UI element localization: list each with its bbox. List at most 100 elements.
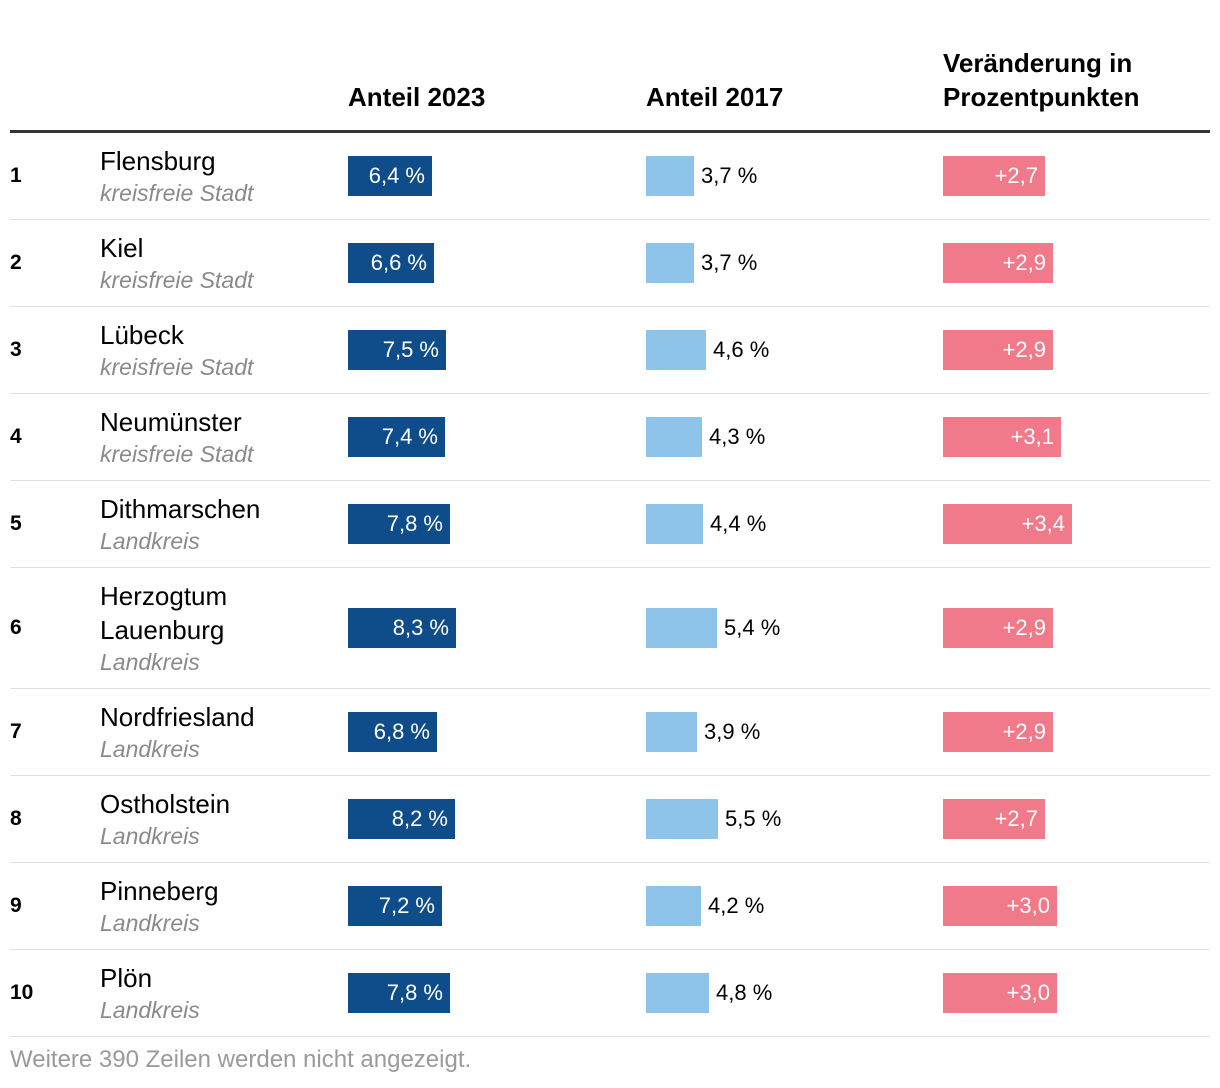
row-rank: 4 [10,425,22,448]
share-2023-bar: 6,4 % [348,156,432,196]
row-rank: 1 [10,164,22,187]
share-2023-label: 6,4 % [368,163,425,188]
header-change-line1: Veränderung in [943,48,1133,78]
district-name: Pinneberg [100,876,219,906]
footer-note: Weitere 390 Zeilen werden nicht angezeig… [10,1046,472,1073]
change-cell: +3,1 [943,417,1061,457]
share-2023-label: 8,3 % [392,615,449,640]
row-rank: 2 [10,251,22,274]
share-2017-bar [646,886,701,926]
row-name-block: Herzogtum Lauenburg Landkreis [100,579,340,677]
share-2017-label: 4,6 % [713,337,770,362]
change-cell: +2,9 [943,712,1053,752]
district-type: kreisfreie Stadt [100,267,254,293]
table-body: 1 Flensburg kreisfreie Stadt 6,4 % 3,7 % +2,7… [10,133,1210,1037]
district-type: Landkreis [100,823,200,849]
change-cell: +3,4 [943,504,1072,544]
change-cell: +2,9 [943,608,1053,648]
table-row: 4 Neumünster kreisfreie Stadt 7,4 % 4,3 % +3,… [10,394,1210,481]
share-2017-bar [646,504,703,544]
share-2023-bar: 7,8 % [348,504,450,544]
district-name: Ostholstein [100,789,231,819]
share-2023-label: 6,8 % [373,719,430,744]
share-2017-bar [646,417,702,457]
row-name-block: Plön Landkreis [100,961,340,1025]
district-name: Neumünster [100,407,242,437]
district-name: Flensburg [100,146,216,176]
district-name: Plön [100,963,153,993]
district-type: Landkreis [100,736,200,762]
share-2023-bar: 7,2 % [348,886,442,926]
district-name: Nordfriesland [100,702,255,732]
share-2017-cell: 4,3 % [646,417,765,457]
share-2023-label: 7,8 % [386,980,443,1005]
share-2023-bar: 6,8 % [348,712,437,752]
change-bar: +2,9 [943,608,1053,648]
district-type: Landkreis [100,997,200,1023]
district-type: kreisfreie Stadt [100,180,254,206]
change-bar: +3,1 [943,417,1061,457]
change-label: +2,9 [1002,615,1046,640]
change-bar: +3,0 [943,886,1057,926]
change-label: +3,4 [1021,511,1065,536]
share-2023-bar: 8,3 % [348,608,456,648]
district-type: Landkreis [100,528,200,554]
share-2023-cell: 8,3 % [348,608,456,648]
share-2017-label: 3,7 % [701,163,758,188]
change-cell: +3,0 [943,973,1057,1013]
header-anteil-2023: Anteil 2023 [348,82,486,112]
district-type: kreisfreie Stadt [100,354,254,380]
table-row: 10 Plön Landkreis 7,8 % 4,8 % +3,0 [10,950,1210,1037]
share-2017-cell: 4,4 % [646,504,766,544]
change-bar: +3,0 [943,973,1057,1013]
share-2023-bar: 6,6 % [348,243,434,283]
table-row: 3 Lübeck kreisfreie Stadt 7,5 % 4,6 % +2,9 [10,307,1210,394]
change-cell: +2,7 [943,156,1045,196]
district-type: Landkreis [100,910,200,936]
share-2017-cell: 4,6 % [646,330,769,370]
table-row: 7 Nordfriesland Landkreis 6,8 % 3,9 % +2,9 [10,689,1210,776]
table-row: 5 Dithmarschen Landkreis 7,8 % 4,4 % +3,4 [10,481,1210,568]
table-row: 1 Flensburg kreisfreie Stadt 6,4 % 3,7 % +2,7 [10,133,1210,220]
row-name-block: Dithmarschen Landkreis [100,492,340,556]
row-rank: 8 [10,807,22,830]
share-2017-cell: 4,8 % [646,973,772,1013]
change-bar: +2,9 [943,712,1053,752]
row-rank: 9 [10,894,22,917]
row-rank: 6 [10,616,22,639]
share-2023-label: 7,8 % [386,511,443,536]
share-2023-cell: 6,6 % [348,243,434,283]
share-2023-cell: 6,8 % [348,712,437,752]
share-2023-label: 8,2 % [391,806,448,831]
header-change-line2: Prozentpunkten [943,82,1140,112]
share-2017-cell: 5,4 % [646,608,780,648]
share-2017-bar [646,156,694,196]
row-name-block: Kiel kreisfreie Stadt [100,231,340,295]
share-2023-cell: 7,5 % [348,330,446,370]
change-cell: +2,9 [943,243,1053,283]
header-change: Veränderung in Prozentpunkten [943,46,1139,114]
share-2017-label: 3,9 % [704,719,761,744]
share-2023-label: 6,6 % [370,250,427,275]
change-bar: +2,9 [943,330,1053,370]
share-2023-cell: 7,8 % [348,973,450,1013]
change-bar: +2,7 [943,799,1045,839]
change-cell: +2,7 [943,799,1045,839]
district-name: Dithmarschen [100,494,261,524]
row-rank: 7 [10,720,22,743]
share-2023-cell: 8,2 % [348,799,455,839]
change-bar: +2,7 [943,156,1045,196]
row-name-block: Neumünster kreisfreie Stadt [100,405,340,469]
share-2023-label: 7,5 % [382,337,439,362]
share-2023-bar: 7,4 % [348,417,445,457]
table-header: Anteil 2023 Anteil 2017 Veränderung in P… [10,0,1210,133]
table-row: 2 Kiel kreisfreie Stadt 6,6 % 3,7 % +2,9 [10,220,1210,307]
table-row: 6 Herzogtum Lauenburg Landkreis 8,3 % 5,4 % +… [10,568,1210,689]
row-name-block: Flensburg kreisfreie Stadt [100,144,340,208]
change-label: +3,0 [1006,980,1050,1005]
district-type: kreisfreie Stadt [100,441,254,467]
share-2023-cell: 7,4 % [348,417,445,457]
district-name: Herzogtum Lauenburg [100,581,228,645]
change-bar: +2,9 [943,243,1053,283]
change-cell: +3,0 [943,886,1057,926]
